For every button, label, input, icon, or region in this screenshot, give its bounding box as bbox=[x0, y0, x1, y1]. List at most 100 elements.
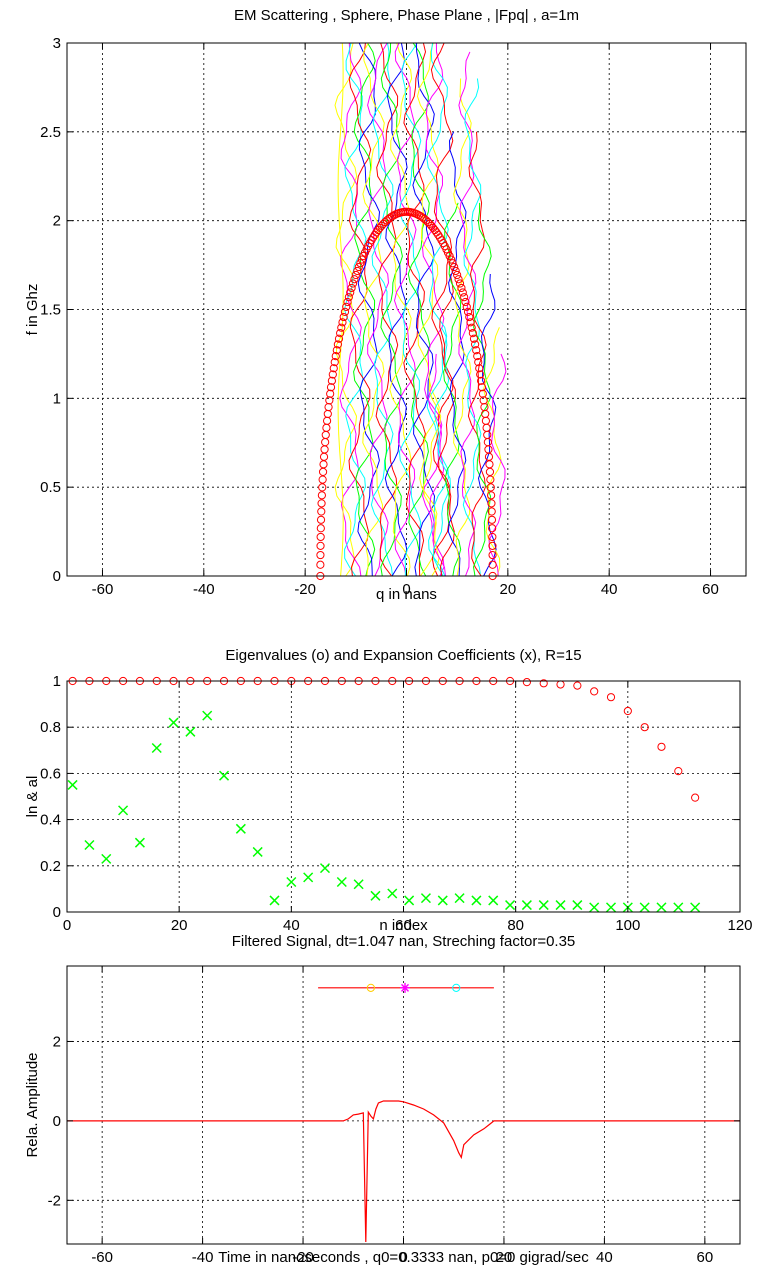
boundary-marker bbox=[343, 297, 352, 307]
contour-line bbox=[422, 380, 442, 577]
coefficient-point bbox=[656, 902, 667, 913]
coefficient-point bbox=[673, 902, 684, 913]
contour-line bbox=[384, 42, 408, 577]
y-tick-label: 2.5 bbox=[40, 124, 61, 141]
boundary-marker bbox=[488, 541, 497, 550]
boundary-marker bbox=[336, 329, 345, 338]
coefficient-point bbox=[471, 895, 482, 906]
y-axis-label: f in Ghz bbox=[24, 284, 41, 336]
contour-line bbox=[407, 42, 431, 577]
contour-line bbox=[433, 327, 452, 577]
y-tick-label: 1 bbox=[53, 673, 61, 690]
coefficient-point bbox=[269, 895, 280, 906]
boundary-marker bbox=[351, 270, 360, 280]
boundary-marker bbox=[469, 334, 479, 343]
eigenvalue-point bbox=[657, 742, 666, 751]
boundary-marker bbox=[455, 279, 465, 288]
eigenvalue-point bbox=[606, 693, 616, 702]
signal-line bbox=[67, 1100, 740, 1243]
contour-line bbox=[380, 42, 403, 577]
coefficient-point bbox=[420, 893, 431, 904]
contour-line bbox=[348, 42, 372, 577]
coefficient-point bbox=[538, 900, 549, 911]
boundary-marker bbox=[488, 560, 497, 569]
boundary-marker bbox=[330, 358, 339, 367]
x-tick-label: -60 bbox=[92, 581, 114, 598]
boundary-marker bbox=[463, 307, 473, 317]
coefficient-point bbox=[572, 900, 583, 911]
boundary-marker bbox=[476, 370, 485, 379]
y-tick-label: 0.4 bbox=[40, 812, 61, 829]
contour-line bbox=[438, 273, 456, 577]
x-axis-label: n index bbox=[379, 917, 428, 934]
boundary-marker bbox=[453, 270, 462, 280]
boundary-marker bbox=[327, 376, 336, 385]
boundary-marker bbox=[346, 288, 355, 297]
contour-line bbox=[337, 42, 344, 577]
chart-title: Eigenvalues (o) and Expansion Coefficien… bbox=[225, 647, 581, 664]
contour-line bbox=[357, 42, 381, 577]
boundary-marker bbox=[328, 370, 337, 379]
boundary-marker bbox=[471, 340, 480, 349]
boundary-marker bbox=[487, 499, 496, 508]
boundary-marker bbox=[316, 541, 325, 550]
boundary-marker bbox=[334, 334, 344, 343]
boundary-marker bbox=[332, 346, 341, 355]
boundary-marker bbox=[354, 262, 363, 272]
x-axis-label: q in nans bbox=[376, 586, 437, 603]
contour-line bbox=[403, 42, 427, 577]
contour-line bbox=[462, 78, 482, 577]
boundary-marker bbox=[316, 560, 325, 569]
eigenvalue-point bbox=[640, 723, 649, 732]
marker-point bbox=[366, 983, 375, 992]
boundary-marker bbox=[485, 467, 495, 476]
x-axis-label: Time in nanoseconds , q0=0.3333 nan, p0=… bbox=[218, 1249, 589, 1266]
boundary-marker bbox=[316, 515, 326, 524]
coefficient-point bbox=[555, 900, 566, 911]
boundary-marker bbox=[317, 499, 326, 508]
chart-title: EM Scattering , Sphere, Phase Plane , |F… bbox=[234, 7, 579, 24]
x-tick-label: -20 bbox=[292, 1249, 314, 1266]
boundary-marker bbox=[447, 255, 456, 264]
x-tick-label: -20 bbox=[294, 581, 316, 598]
eigenvalue-point bbox=[623, 706, 632, 716]
boundary-marker bbox=[487, 507, 496, 516]
boundary-marker bbox=[462, 302, 471, 311]
boundary-marker bbox=[466, 318, 475, 327]
marker-point bbox=[452, 983, 461, 992]
x-tick-label: 60 bbox=[696, 1249, 713, 1266]
boundary-marker bbox=[477, 383, 487, 392]
contour-line bbox=[362, 42, 385, 577]
contour-line bbox=[447, 131, 467, 577]
marker-point bbox=[400, 982, 411, 993]
boundary-marker bbox=[486, 475, 495, 484]
chart-title: Filtered Signal, dt=1.047 nan, Streching… bbox=[232, 933, 576, 950]
y-tick-label: 0.5 bbox=[40, 479, 61, 496]
boundary-marker bbox=[342, 302, 351, 311]
y-tick-label: 2 bbox=[53, 1033, 61, 1050]
plot-content bbox=[67, 982, 740, 1243]
boundary-marker bbox=[478, 389, 487, 398]
boundary-marker bbox=[486, 483, 495, 492]
coefficient-point bbox=[286, 876, 297, 888]
y-tick-label: 0 bbox=[53, 904, 61, 921]
contour-line bbox=[353, 42, 376, 577]
contour-line bbox=[334, 42, 358, 577]
x-tick-label: 0 bbox=[63, 917, 71, 934]
boundary-marker bbox=[318, 475, 327, 484]
boundary-marker bbox=[356, 259, 365, 268]
coefficient-point bbox=[185, 726, 196, 737]
boundary-marker bbox=[475, 364, 484, 373]
y-tick-label: 0 bbox=[53, 568, 61, 585]
boundary-marker bbox=[344, 293, 353, 302]
boundary-marker bbox=[338, 318, 347, 327]
plot-content bbox=[316, 42, 507, 581]
boundary-marker bbox=[450, 262, 459, 272]
x-tick-label: 20 bbox=[496, 1249, 513, 1266]
contour-line bbox=[412, 42, 436, 577]
x-tick-label: 40 bbox=[283, 917, 300, 934]
coefficient-point bbox=[437, 895, 448, 906]
boundary-marker bbox=[347, 283, 356, 293]
